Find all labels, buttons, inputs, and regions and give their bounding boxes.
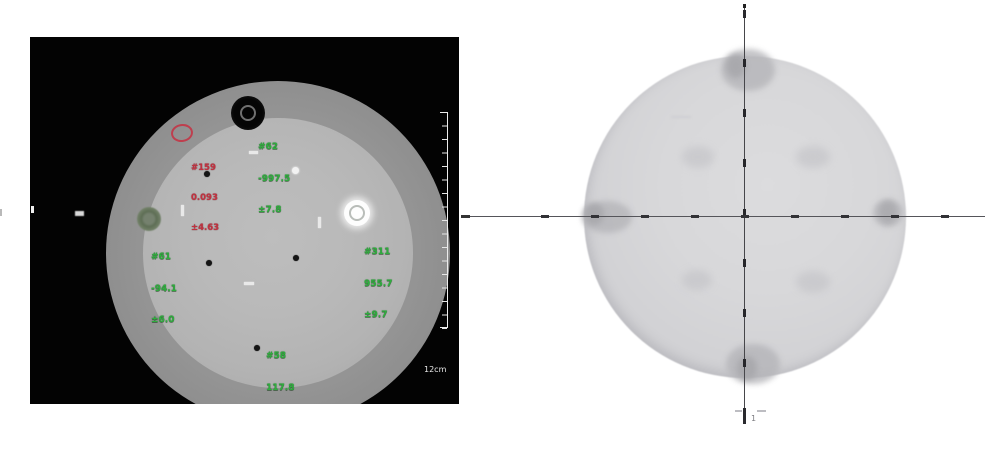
faint-streak [671, 116, 691, 118]
roi-label-water: #159 0.093 ±4.63 [191, 143, 219, 253]
faint-smudge [682, 146, 714, 168]
roi-id: #61 [151, 252, 172, 262]
scale-ruler [447, 112, 448, 328]
crosshair-left-segment [461, 215, 470, 218]
axis-end-label: 1 [751, 414, 757, 423]
scale-ruler-cap-top [440, 112, 447, 113]
axial-ct-view[interactable]: #62 -997.5 ±7.8 #311 955.7 ±9.7 #61 -94.… [30, 37, 459, 404]
insert-shadow-top-core [726, 54, 746, 78]
teflon-insert-ring [349, 205, 365, 221]
ramp-mark [318, 217, 321, 228]
scale-label: 12cm [424, 365, 447, 374]
hole-dot [206, 260, 212, 266]
insert-shadow-bottom-core [737, 356, 757, 380]
hole-dot [204, 171, 210, 177]
scale-ruler-ticks [442, 112, 447, 329]
hole-dot [254, 345, 260, 351]
faint-smudge [682, 270, 712, 290]
roi-label-air: #62 -997.5 ±7.8 [258, 121, 290, 237]
axis-bottom-dash [757, 410, 766, 412]
ramp-mark [181, 205, 184, 216]
roi-id: #311 [364, 247, 391, 257]
localizer-view[interactable]: 1 [459, 0, 1000, 451]
side-marker [75, 211, 84, 216]
edge-tick-mark [31, 206, 34, 213]
crosshair-bottom-segment [743, 408, 746, 424]
faint-smudge [796, 271, 830, 293]
ramp-mark [244, 282, 254, 285]
phantom-inner-disc [143, 118, 413, 388]
faint-smudge [796, 146, 830, 168]
crosshair-horizontal-ticks [541, 215, 953, 218]
roi-id: #58 [266, 351, 287, 361]
roi-sd: ±6.0 [151, 315, 175, 325]
roi-label-teflon: #311 955.7 ±9.7 [364, 226, 392, 342]
roi-mean: 955.7 [364, 278, 393, 289]
roi-mean: 0.093 [191, 193, 218, 203]
ldpe-insert [137, 207, 161, 231]
hole-dot [293, 255, 299, 261]
ramp-mark [249, 151, 258, 154]
scale-ruler-cap-bottom [440, 327, 447, 328]
bead-dot-white [292, 167, 299, 174]
roi-label-ldpe: #61 -94.1 ±6.0 [151, 231, 177, 347]
axis-bottom-dash [735, 410, 742, 412]
roi-sd: ±4.63 [191, 223, 220, 233]
crosshair-top-cap [743, 4, 746, 8]
margin-mark [0, 209, 2, 216]
insert-shadow-left-core [584, 203, 604, 225]
roi-mean: -94.1 [151, 283, 177, 294]
crosshair-top-segment [743, 10, 746, 18]
roi-sd: ±7.8 [258, 205, 282, 215]
roi-id: #159 [191, 163, 216, 173]
insert-shadow-right-core [879, 201, 897, 223]
roi-mean: 117.8 [266, 382, 295, 393]
roi-sd: ±9.7 [364, 310, 388, 320]
roi-id: #62 [258, 142, 279, 152]
roi-label-acrylic: #58 117.8 ±7.0 [266, 330, 294, 404]
roi-mean: -997.5 [258, 173, 291, 184]
air-insert-ring [240, 105, 256, 121]
